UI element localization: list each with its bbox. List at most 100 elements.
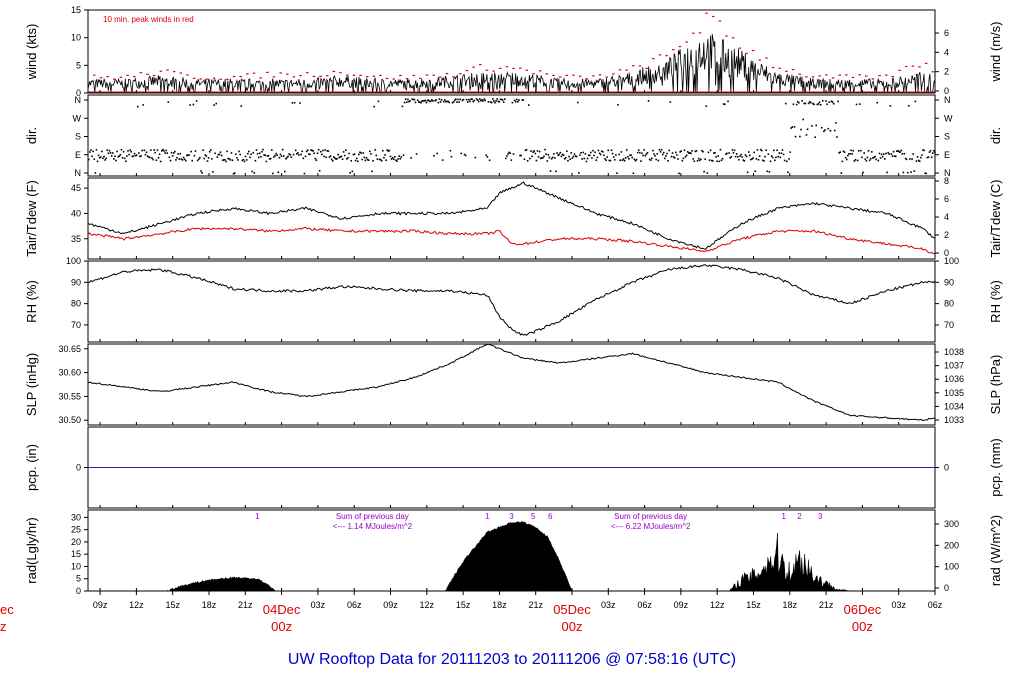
dir-point [350,160,353,162]
dir-point [857,150,860,152]
ytick-label-right-temp: 2 [944,230,949,240]
ytick-label-right-rh: 70 [944,320,954,330]
dir-point [285,157,287,160]
dir-point [549,170,552,172]
dir-point [389,155,392,158]
dir-point [400,156,403,158]
dir-point [209,149,212,151]
dir-point [676,154,678,156]
ytick-label-right-temp: 0 [944,248,949,258]
dir-point [660,148,663,151]
dir-point [842,150,845,153]
dir-point [301,150,304,153]
dir-point [691,150,693,152]
ytick-label-left-wind: 5 [76,60,81,70]
dir-point [869,157,872,160]
dir-point [585,160,588,163]
dir-point [195,100,198,102]
dir-point [670,155,673,158]
ytick-label-left-slp: 30.65 [58,344,81,354]
dir-point [229,159,232,161]
dir-point [157,157,160,159]
ytick-label-right-dir: S [944,132,950,142]
dir-point [434,99,436,102]
day-label-cut: ec [0,602,14,617]
dir-point [745,155,748,158]
dir-point [647,100,650,102]
dir-point [125,160,127,163]
dir-point [872,157,874,159]
dir-point [105,157,108,160]
ylabel-right-pcp: pcp. (mm) [988,438,1003,497]
dir-point [746,171,749,174]
dir-point [759,148,762,151]
dir-point [480,99,482,102]
dir-point [926,156,929,159]
ytick-label-left-rh: 80 [71,299,81,309]
dir-point [722,103,725,105]
dir-point [639,151,641,154]
dir-point [106,149,109,151]
dir-point [596,156,599,159]
ytick-label-right-dir: W [944,113,953,123]
dir-point [151,157,153,159]
dir-point [866,156,869,159]
dir-point [168,156,171,159]
dir-point [224,158,226,161]
dir-point [187,154,189,156]
dir-point [661,153,664,156]
dir-point [94,172,97,174]
dir-point [701,149,703,152]
ytick-label-left-pcp: 0 [76,463,81,473]
dir-point [642,154,644,157]
dir-point [837,100,839,103]
dir-point [839,151,842,153]
dir-point [754,170,757,173]
dir-point [685,154,688,157]
dir-point [134,154,137,157]
dir-point [595,159,598,161]
ytick-label-left-rad: 10 [71,561,81,571]
dir-point [727,100,729,103]
dir-point [603,154,605,157]
ytick-label-right-wind: 2 [944,67,949,77]
dir-point [240,105,243,107]
dir-point [338,156,341,159]
dir-point [844,156,847,159]
dir-point [664,157,666,160]
ytick-label-right-wind: 0 [944,86,949,96]
ytick-label-right-dir: N [944,168,951,178]
dir-point [375,154,378,157]
ytick-label-right-wind: 4 [944,47,949,57]
dir-point [380,159,383,162]
xtick-label: 18z [202,600,217,610]
dir-point [300,153,302,156]
dir-point [717,155,720,157]
dir-point [394,155,396,158]
dir-point [581,158,583,160]
dir-point [351,170,354,173]
dir-point [182,156,185,159]
dir-point [485,154,488,157]
dir-point [302,157,305,160]
dir-point [460,152,463,155]
dir-point [463,153,466,156]
dir-point [786,160,788,163]
dir-point [363,156,366,159]
dir-point [875,158,877,161]
ylabel-right-slp: SLP (hPa) [988,355,1003,415]
dir-point [311,149,313,152]
dir-point [264,154,267,157]
dir-point [526,159,529,162]
dir-point [546,160,549,162]
dir-point [818,101,821,104]
dir-point [498,100,501,103]
dir-point [514,101,517,103]
dir-point [557,154,559,157]
dir-point [894,155,897,158]
dir-point [146,155,149,158]
dir-point [794,135,797,138]
dir-point [428,100,431,103]
ytick-label-right-rad: 100 [944,562,959,572]
ylabel-left-wind: wind (kts) [24,24,39,81]
